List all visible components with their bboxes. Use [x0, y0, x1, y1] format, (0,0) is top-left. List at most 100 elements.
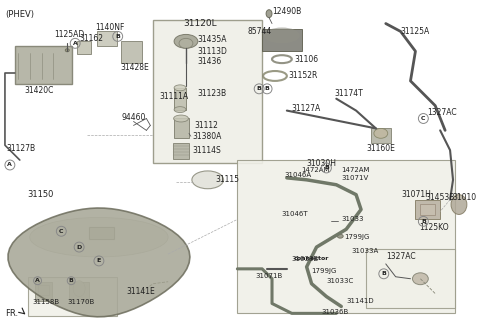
Text: connector: connector — [294, 256, 329, 261]
Ellipse shape — [266, 10, 272, 18]
Bar — [69, 282, 89, 301]
Text: 1327AC: 1327AC — [386, 253, 415, 261]
Text: 31010: 31010 — [452, 193, 476, 202]
Text: D: D — [76, 245, 82, 250]
Text: 1125AD: 1125AD — [54, 30, 84, 39]
Ellipse shape — [174, 107, 186, 113]
Text: 31141D: 31141D — [346, 297, 374, 303]
Text: 31152R: 31152R — [289, 72, 318, 80]
Text: 31170B: 31170B — [67, 299, 95, 305]
Bar — [89, 227, 114, 239]
Text: (PHEV): (PHEV) — [5, 10, 34, 19]
Text: 31033A: 31033A — [351, 248, 378, 254]
Text: 31127A: 31127A — [292, 104, 321, 113]
Bar — [15, 46, 72, 84]
Text: 31030H: 31030H — [307, 158, 336, 168]
Text: 31160E: 31160E — [366, 144, 395, 153]
Bar — [173, 143, 189, 159]
Bar — [371, 128, 391, 143]
Text: E: E — [97, 258, 101, 263]
Text: 31106: 31106 — [295, 55, 319, 64]
Text: 31120L: 31120L — [183, 19, 216, 28]
Ellipse shape — [179, 38, 193, 48]
Bar — [174, 118, 189, 138]
Text: 31113D: 31113D — [198, 47, 228, 56]
Bar — [77, 41, 91, 54]
Bar — [174, 88, 186, 110]
Text: 31141E: 31141E — [127, 287, 156, 296]
Ellipse shape — [174, 115, 189, 122]
Ellipse shape — [412, 273, 428, 285]
Text: B: B — [324, 165, 329, 171]
Text: 31033: 31033 — [341, 216, 364, 222]
Polygon shape — [8, 208, 190, 317]
Text: 31033B: 31033B — [292, 256, 319, 262]
Text: A: A — [8, 162, 12, 168]
Ellipse shape — [65, 49, 69, 52]
Ellipse shape — [73, 281, 85, 297]
Text: 31150: 31150 — [28, 190, 54, 199]
Text: 1472AM: 1472AM — [341, 167, 370, 173]
Text: 31174T: 31174T — [335, 89, 363, 98]
Text: 31436: 31436 — [198, 57, 222, 66]
Bar — [28, 277, 117, 316]
Text: B: B — [257, 86, 262, 91]
Bar — [420, 204, 435, 215]
Text: 31111A: 31111A — [159, 92, 188, 101]
Text: 31125A: 31125A — [401, 27, 430, 36]
Text: 12490B: 12490B — [272, 7, 301, 16]
Text: 31112: 31112 — [195, 121, 219, 130]
Text: 31114S: 31114S — [193, 146, 222, 155]
Text: 31420C: 31420C — [25, 86, 54, 95]
Text: 31453B: 31453B — [425, 193, 455, 202]
Text: B: B — [69, 278, 73, 283]
Ellipse shape — [337, 234, 343, 238]
Text: 85744: 85744 — [247, 27, 272, 36]
Bar — [415, 200, 440, 219]
Text: FR.: FR. — [5, 309, 18, 318]
Text: A: A — [35, 278, 40, 283]
Text: 31123B: 31123B — [198, 89, 227, 98]
Text: 31435A: 31435A — [198, 35, 228, 44]
Text: 31162: 31162 — [79, 34, 103, 43]
Text: 31380A: 31380A — [193, 132, 222, 141]
Text: 31071B: 31071B — [255, 273, 282, 279]
Bar — [120, 41, 143, 63]
Bar — [153, 20, 262, 163]
Bar — [366, 249, 455, 308]
Text: C: C — [421, 116, 426, 121]
Text: 31071V: 31071V — [341, 175, 369, 181]
Ellipse shape — [174, 85, 186, 91]
Text: 31127B: 31127B — [6, 144, 35, 153]
Text: 31046A: 31046A — [285, 172, 312, 178]
Ellipse shape — [264, 28, 300, 43]
Text: 31428E: 31428E — [120, 63, 149, 72]
Text: 31115: 31115 — [216, 175, 240, 184]
Text: B: B — [115, 34, 120, 39]
Ellipse shape — [374, 128, 388, 138]
Text: B: B — [264, 86, 269, 91]
Text: 31046T: 31046T — [282, 212, 309, 217]
Text: B: B — [421, 219, 426, 224]
Ellipse shape — [30, 217, 168, 257]
Bar — [97, 31, 117, 46]
Text: 31033C: 31033C — [326, 278, 354, 284]
Bar — [238, 160, 455, 313]
Text: 1140NF: 1140NF — [95, 23, 124, 32]
Text: 1472AM: 1472AM — [302, 167, 330, 173]
Text: 1327AC: 1327AC — [427, 108, 457, 117]
Bar — [37, 285, 49, 295]
Ellipse shape — [174, 34, 198, 48]
Text: 1799JG: 1799JG — [344, 234, 370, 240]
Text: B: B — [381, 271, 386, 276]
Text: 1799JG: 1799JG — [312, 268, 337, 274]
Text: 94460: 94460 — [121, 113, 146, 122]
Bar — [262, 30, 302, 51]
Text: 31071H: 31071H — [402, 190, 432, 199]
Ellipse shape — [192, 171, 224, 189]
Text: C: C — [59, 229, 63, 234]
Text: 31036B: 31036B — [322, 309, 348, 315]
Text: A: A — [73, 41, 78, 46]
Text: 1125KO: 1125KO — [420, 223, 449, 232]
Text: 31158B: 31158B — [33, 299, 60, 305]
